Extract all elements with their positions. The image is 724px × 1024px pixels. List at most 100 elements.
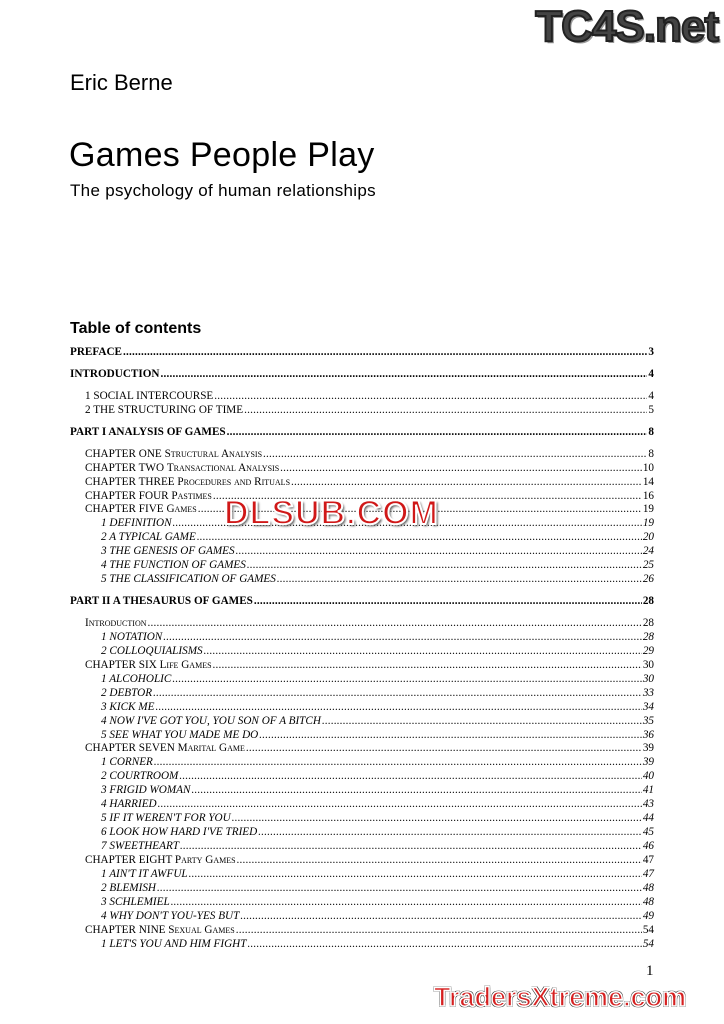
dot-leader — [213, 659, 642, 673]
toc-entry-title: 1 ALCOHOLIC — [101, 672, 172, 685]
toc-entry-title: PREFACE — [70, 346, 122, 358]
dot-leader — [291, 476, 642, 490]
toc-entry-subtitle: Procedures and Rituals — [177, 475, 291, 488]
toc-entry[interactable]: CHAPTER EIGHT Party Games 47 — [70, 854, 654, 868]
toc-entry-label: PREFACE — [70, 346, 122, 360]
toc-entry-label: 5 IF IT WEREN'T FOR YOU — [101, 812, 231, 826]
toc-entry[interactable]: PART II A THESAURUS OF GAMES 28 — [70, 595, 654, 609]
author-name: Eric Berne — [70, 70, 173, 95]
toc-entry-label: CHAPTER TWO Transactional Analysis — [85, 462, 279, 476]
toc-entry-title: 3 KICK ME — [101, 700, 155, 713]
toc-entry-page: 47 — [642, 853, 654, 866]
toc-entry-title: PART II A THESAURUS OF GAMES — [70, 595, 253, 608]
toc-entry-label: 2 BLEMISH — [101, 882, 156, 896]
toc-entry-label: CHAPTER FIVE Games — [85, 503, 197, 517]
toc-entry-title: CHAPTER NINE — [85, 923, 169, 936]
toc-entry[interactable]: CHAPTER THREE Procedures and Rituals 14 — [70, 476, 654, 490]
toc-entry[interactable]: CHAPTER SEVEN Marital Game 39 — [70, 742, 654, 756]
toc-entry[interactable]: 5 IF IT WEREN'T FOR YOU 44 — [70, 812, 654, 826]
toc-entry[interactable]: 4 HARRIED 43 — [70, 798, 654, 812]
dot-leader — [280, 462, 642, 476]
toc-entry[interactable]: 4 WHY DON'T YOU-YES BUT 49 — [70, 910, 654, 924]
dot-leader — [247, 938, 641, 952]
toc-entry-label: 1 DEFINITION — [101, 517, 172, 531]
toc-entry-page: 48 — [642, 895, 654, 908]
toc-entry-title: 5 SEE WHAT YOU MADE ME DO — [101, 728, 259, 741]
toc-entry-title: 4 HARRIED — [101, 798, 157, 811]
dot-leader — [232, 812, 642, 826]
toc-entry-page: 45 — [642, 826, 654, 839]
toc-entry-title: 2 BLEMISH — [101, 881, 156, 894]
toc-entry[interactable]: CHAPTER FOUR Pastimes 16 — [70, 490, 654, 504]
dot-leader — [153, 687, 642, 701]
toc-entry-label: 2 DEBTOR — [101, 687, 152, 701]
toc-entry-page: 28 — [642, 595, 654, 608]
toc-entry-title: 1 NOTATION — [101, 630, 163, 643]
toc-entry[interactable]: CHAPTER ONE Structural Analysis 8 — [70, 448, 654, 462]
toc-entry-label: Introduction — [85, 617, 147, 631]
toc-entry[interactable]: 6 LOOK HOW HARD I'VE TRIED 45 — [70, 826, 654, 840]
toc-entry-label: 2 A TYPICAL GAME — [101, 531, 196, 545]
toc-entry[interactable]: 3 FRIGID WOMAN 41 — [70, 784, 654, 798]
toc-entry-page: 8 — [648, 447, 654, 460]
toc-entry[interactable]: 1 ALCOHOLIC 30 — [70, 673, 654, 687]
toc-entry[interactable]: 7 SWEETHEART 46 — [70, 840, 654, 854]
toc-entry[interactable]: 2 COLLOQUIALISMS 29 — [70, 645, 654, 659]
toc-entry[interactable]: 4 THE FUNCTION OF GAMES 25 — [70, 559, 654, 573]
toc-entry-page: 4 — [648, 367, 654, 380]
toc-entry[interactable]: PREFACE 3 — [70, 346, 654, 360]
toc-entry[interactable]: CHAPTER SIX Life Games 30 — [70, 659, 654, 673]
dot-leader — [180, 840, 642, 854]
toc-entry[interactable]: 2 THE STRUCTURING OF TIME 5 — [70, 404, 654, 418]
toc-entry-title: 3 THE GENESIS OF GAMES — [101, 545, 235, 558]
toc-entry-label: 4 WHY DON'T YOU-YES BUT — [101, 910, 239, 924]
toc-entry-label: 3 FRIGID WOMAN — [101, 784, 190, 798]
toc-entry-label: CHAPTER SIX Life Games — [85, 659, 212, 673]
toc-entry[interactable]: 2 COURTROOM 40 — [70, 770, 654, 784]
table-of-contents: PREFACE3 INTRODUCTION4 1 SOCIAL INTERCOURS… — [70, 346, 654, 952]
toc-entry[interactable]: 1 AIN'T IT AWFUL 47 — [70, 868, 654, 882]
toc-entry-title: 5 IF IT WEREN'T FOR YOU — [101, 812, 231, 825]
toc-entry[interactable]: 3 SCHLEMIEL 48 — [70, 896, 654, 910]
toc-entry[interactable]: 4 NOW I'VE GOT YOU, YOU SON OF A BITCH 35 — [70, 715, 654, 729]
toc-entry[interactable]: 1 SOCIAL INTERCOURSE 4 — [70, 390, 654, 404]
toc-entry-page: 30 — [642, 658, 654, 671]
toc-entry[interactable]: CHAPTER TWO Transactional Analysis 10 — [70, 462, 654, 476]
toc-entry[interactable]: Introduction 28 — [70, 617, 654, 631]
toc-entry-title: 4 WHY DON'T YOU-YES BUT — [101, 909, 240, 922]
toc-entry-subtitle: Transactional Analysis — [166, 461, 280, 474]
toc-entry[interactable]: CHAPTER FIVE Games 19 — [70, 503, 654, 517]
toc-entry[interactable]: 1 DEFINITION 19 — [70, 517, 654, 531]
toc-entry-title: 1 DEFINITION — [101, 517, 172, 530]
toc-entry[interactable]: 2 BLEMISH 48 — [70, 882, 654, 896]
toc-entry[interactable]: 5 SEE WHAT YOU MADE ME DO 36 — [70, 729, 654, 743]
toc-entry[interactable]: 3 KICK ME 34 — [70, 701, 654, 715]
toc-entry-title: CHAPTER THREE — [85, 475, 178, 488]
toc-entry-page: 26 — [642, 573, 654, 586]
toc-entry[interactable]: 3 THE GENESIS OF GAMES 24 — [70, 545, 654, 559]
toc-entry-page: 25 — [642, 559, 654, 572]
toc-entry-title: CHAPTER EIGHT — [85, 853, 175, 866]
toc-entry-page: 39 — [642, 756, 654, 769]
toc-entry-page: 4 — [648, 389, 654, 402]
toc-entry[interactable]: 5 THE CLASSIFICATION OF GAMES 26 — [70, 573, 654, 587]
toc-entry-page: 5 — [648, 403, 654, 416]
toc-entry-title: 4 THE FUNCTION OF GAMES — [101, 559, 246, 572]
toc-entry[interactable]: 1 NOTATION 28 — [70, 631, 654, 645]
dot-leader — [158, 798, 642, 812]
toc-entry[interactable]: 1 LET'S YOU AND HIM FIGHT 54 — [70, 938, 654, 952]
toc-entry-label: 3 KICK ME — [101, 701, 154, 715]
toc-entry[interactable]: PART I ANALYSIS OF GAMES 8 — [70, 426, 654, 440]
toc-entry[interactable]: 2 DEBTOR 33 — [70, 687, 654, 701]
dot-leader — [161, 368, 648, 382]
toc-entry-label: CHAPTER FOUR Pastimes — [85, 490, 212, 504]
toc-entry-page: 28 — [642, 617, 654, 629]
toc-entry-page: 49 — [642, 909, 654, 922]
toc-entry[interactable]: 1 CORNER 39 — [70, 756, 654, 770]
toc-entry[interactable]: CHAPTER NINE Sexual Games 54 — [70, 924, 654, 938]
page-number: 1 — [646, 963, 654, 979]
toc-entry-subtitle: Life Games — [159, 658, 212, 671]
dot-leader — [163, 631, 642, 645]
toc-entry[interactable]: 2 A TYPICAL GAME 20 — [70, 531, 654, 545]
toc-entry[interactable]: INTRODUCTION 4 — [70, 368, 654, 382]
